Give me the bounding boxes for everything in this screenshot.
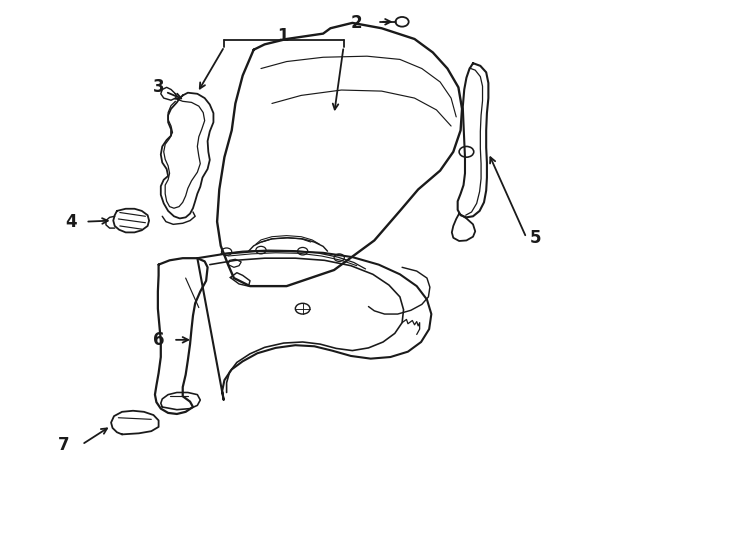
Text: 4: 4 <box>65 213 76 231</box>
Text: 7: 7 <box>58 436 69 454</box>
Text: 2: 2 <box>350 14 362 32</box>
Text: 5: 5 <box>529 229 541 247</box>
Text: 3: 3 <box>153 78 164 96</box>
Text: 6: 6 <box>153 331 164 349</box>
Text: 1: 1 <box>277 28 288 45</box>
